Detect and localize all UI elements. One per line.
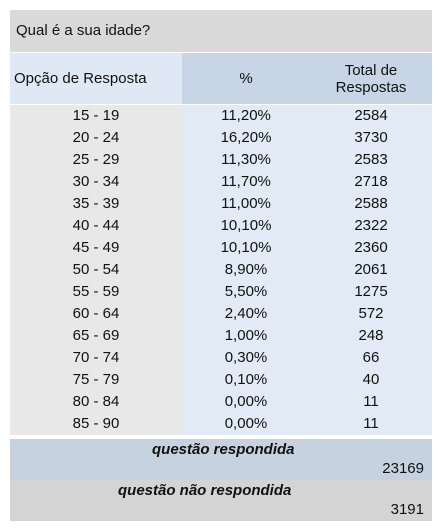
percent-cell: 1,00% [182,325,310,347]
table-row: 80 - 84 0,00% 11 [10,391,432,413]
option-cell: 20 - 24 [10,127,182,149]
table-row: 30 - 34 11,70% 2718 [10,171,432,193]
table-row: 70 - 74 0,30% 66 [10,347,432,369]
answered-count: 23169 [382,460,424,477]
option-cell: 75 - 79 [10,369,182,391]
header-total-line2: Respostas [335,78,407,96]
table-row: 40 - 44 10,10% 2322 [10,215,432,237]
total-cell: 2583 [310,149,432,171]
total-cell: 66 [310,347,432,369]
option-cell: 65 - 69 [10,325,182,347]
percent-cell: 10,10% [182,237,310,259]
percent-cell: 16,20% [182,127,310,149]
option-cell: 45 - 49 [10,237,182,259]
total-cell: 572 [310,303,432,325]
table-row: 45 - 49 10,10% 2360 [10,237,432,259]
percent-cell: 8,90% [182,259,310,281]
table-row: 25 - 29 11,30% 2583 [10,149,432,171]
table-row: 55 - 59 5,50% 1275 [10,281,432,303]
total-cell: 2584 [310,105,432,127]
header-option: Opção de Resposta [10,53,182,104]
option-cell: 25 - 29 [10,149,182,171]
percent-cell: 5,50% [182,281,310,303]
percent-cell: 11,00% [182,193,310,215]
percent-cell: 10,10% [182,215,310,237]
answered-label: questão respondida [152,441,295,458]
total-cell: 11 [310,413,432,435]
table-row: 75 - 79 0,10% 40 [10,369,432,391]
header-total-line1: Total de [344,61,398,79]
total-cell: 11 [310,391,432,413]
percent-cell: 0,00% [182,413,310,435]
total-cell: 3730 [310,127,432,149]
percent-cell: 11,70% [182,171,310,193]
unanswered-label: questão não respondida [118,482,292,499]
option-cell: 40 - 44 [10,215,182,237]
table-row: 35 - 39 11,00% 2588 [10,193,432,215]
total-cell: 2718 [310,171,432,193]
total-cell: 2588 [310,193,432,215]
total-cell: 40 [310,369,432,391]
total-cell: 2360 [310,237,432,259]
percent-cell: 11,30% [182,149,310,171]
table-row: 50 - 54 8,90% 2061 [10,259,432,281]
percent-cell: 2,40% [182,303,310,325]
table-row: 85 - 90 0,00% 11 [10,413,432,435]
table-row: 15 - 19 11,20% 2584 [10,105,432,127]
percent-cell: 0,00% [182,391,310,413]
option-cell: 80 - 84 [10,391,182,413]
header-percent: % [182,53,310,104]
header-total: Total de Respostas [310,53,432,104]
table-header: Opção de Resposta % Total de Respostas [10,52,432,105]
option-cell: 85 - 90 [10,413,182,435]
percent-cell: 0,10% [182,369,310,391]
total-cell: 1275 [310,281,432,303]
total-cell: 248 [310,325,432,347]
question-title: Qual é a sua idade? [10,10,432,52]
survey-results-table: Qual é a sua idade? Opção de Resposta % … [10,10,432,521]
option-cell: 55 - 59 [10,281,182,303]
option-cell: 50 - 54 [10,259,182,281]
option-cell: 60 - 64 [10,303,182,325]
unanswered-summary: questão não respondida 3191 [10,480,432,521]
percent-cell: 0,30% [182,347,310,369]
table-body: 15 - 19 11,20% 2584 20 - 24 16,20% 3730 25 -… [10,105,432,435]
table-row: 20 - 24 16,20% 3730 [10,127,432,149]
unanswered-count: 3191 [390,501,424,518]
answered-summary: questão respondida 23169 [10,439,432,480]
option-cell: 70 - 74 [10,347,182,369]
option-cell: 35 - 39 [10,193,182,215]
total-cell: 2061 [310,259,432,281]
table-row: 65 - 69 1,00% 248 [10,325,432,347]
percent-cell: 11,20% [182,105,310,127]
option-cell: 15 - 19 [10,105,182,127]
total-cell: 2322 [310,215,432,237]
table-row: 60 - 64 2,40% 572 [10,303,432,325]
option-cell: 30 - 34 [10,171,182,193]
